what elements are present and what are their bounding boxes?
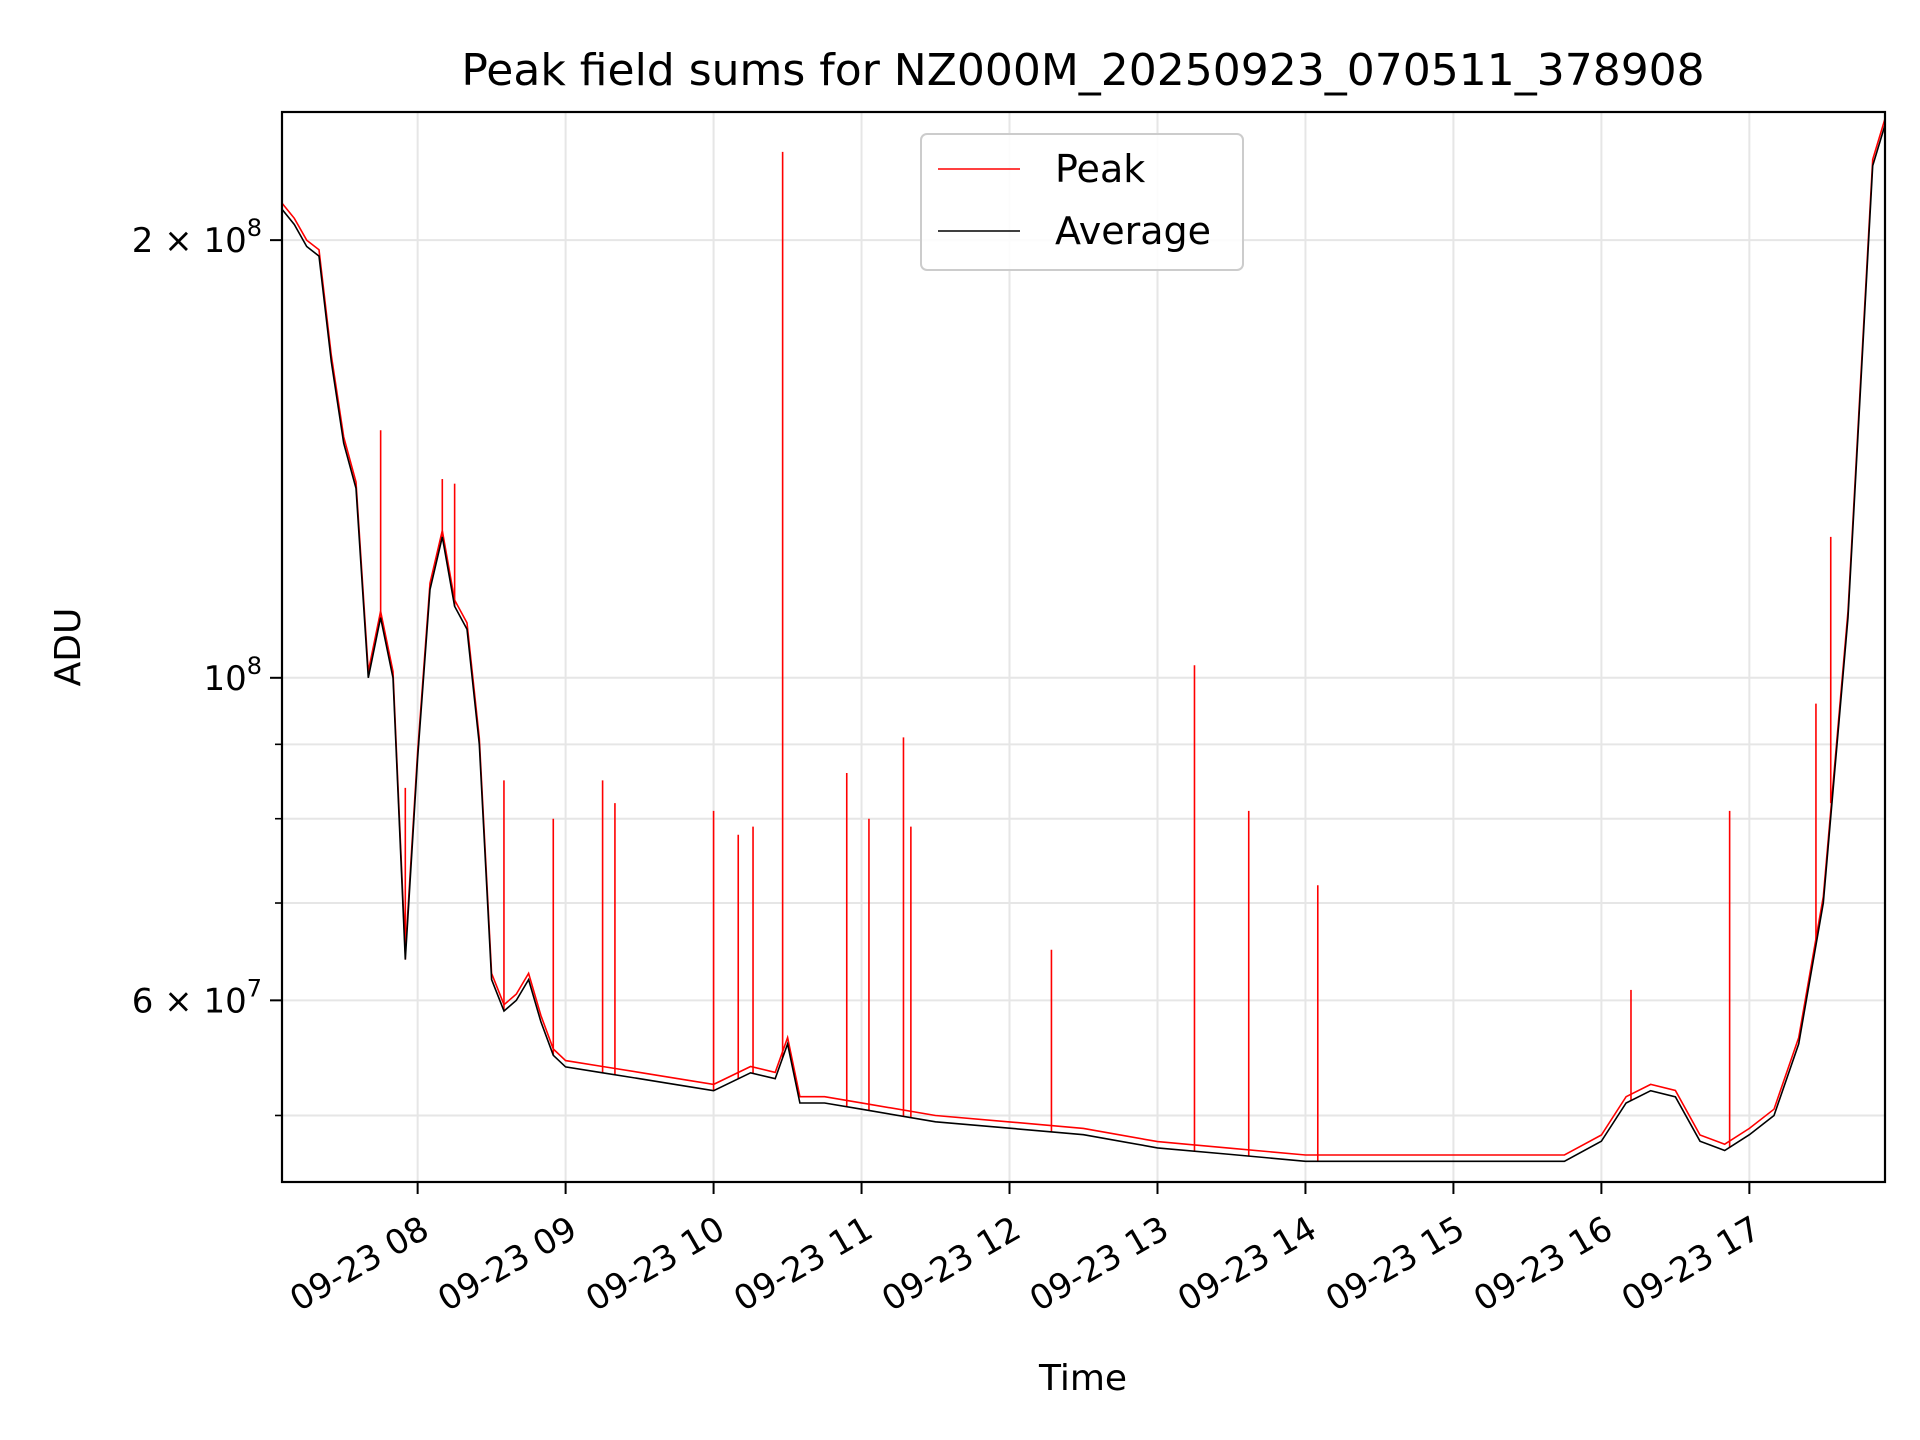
legend-average-label: Average <box>1055 209 1211 253</box>
legend-peak-label: Peak <box>1055 147 1145 191</box>
legend: Peak Average <box>920 133 1244 271</box>
x-axis-label: Time <box>1038 1358 1127 1399</box>
y-axis-label: ADU <box>48 608 89 687</box>
y-tick-label: 2 × 108 <box>132 214 262 261</box>
legend-box <box>920 133 1244 271</box>
y-tick-label: 6 × 107 <box>132 974 262 1021</box>
axes-frame <box>280 110 1887 1184</box>
chart-title: Peak field sums for NZ000M_20250923_0705… <box>461 45 1704 96</box>
series-average-line <box>281 124 1886 1163</box>
plot-area <box>281 118 1886 1163</box>
